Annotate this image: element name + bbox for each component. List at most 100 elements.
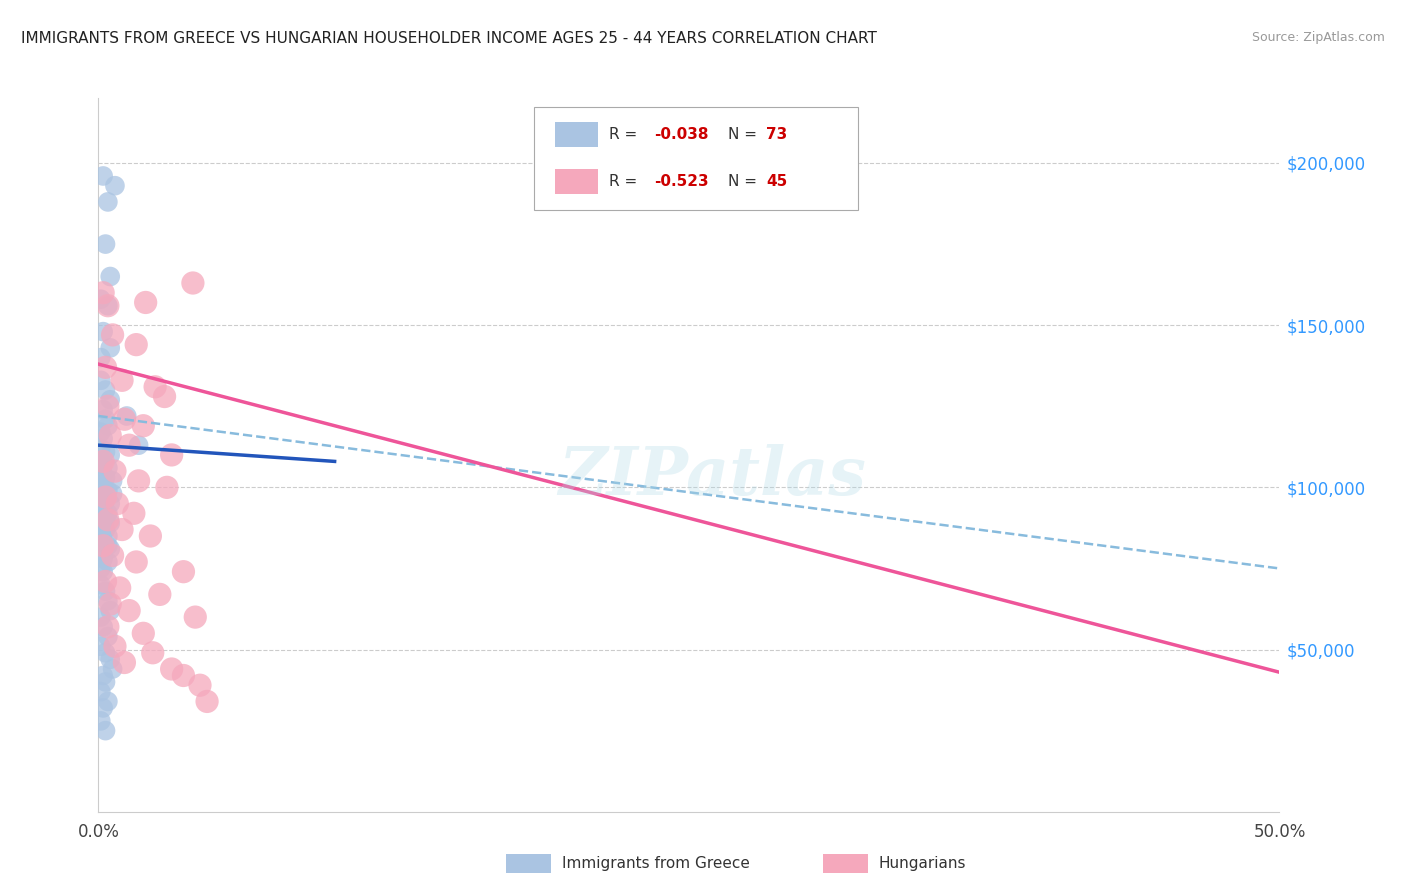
Point <box>90 684 112 698</box>
Point <box>90 442 112 456</box>
Point <box>104 464 127 478</box>
Point <box>94 237 117 252</box>
Point <box>98 604 121 618</box>
Text: 73: 73 <box>766 128 787 142</box>
Point <box>101 474 124 488</box>
Point <box>94 723 117 738</box>
Text: -0.523: -0.523 <box>654 175 709 189</box>
Point <box>153 390 176 404</box>
Point <box>118 604 141 618</box>
Point <box>91 467 114 482</box>
Point <box>90 561 112 575</box>
Point <box>90 610 112 624</box>
Point <box>111 523 134 537</box>
Point <box>97 594 120 608</box>
Point <box>90 549 112 563</box>
Point <box>125 555 148 569</box>
Point <box>139 529 162 543</box>
Text: 45: 45 <box>766 175 787 189</box>
Point <box>172 565 194 579</box>
Point <box>90 490 112 504</box>
Point <box>97 630 120 644</box>
Point <box>91 701 114 715</box>
Point <box>90 714 112 728</box>
Point <box>118 438 141 452</box>
Point <box>94 412 117 426</box>
Point <box>90 640 112 654</box>
Point <box>90 425 112 440</box>
Text: Immigrants from Greece: Immigrants from Greece <box>562 856 751 871</box>
Point <box>97 299 120 313</box>
Point <box>181 276 204 290</box>
Point <box>94 493 117 508</box>
Point <box>90 519 112 533</box>
Point <box>97 461 120 475</box>
Point <box>94 383 117 397</box>
Point <box>90 351 112 365</box>
Point <box>112 412 135 426</box>
Point <box>97 555 120 569</box>
Point <box>125 337 148 351</box>
Point <box>104 178 127 193</box>
Point <box>97 513 120 527</box>
Point <box>90 292 112 306</box>
Point <box>149 587 172 601</box>
Point <box>98 652 121 666</box>
Text: -0.038: -0.038 <box>654 128 709 142</box>
Point <box>91 285 114 300</box>
Point <box>98 497 121 511</box>
Point <box>97 529 120 543</box>
Point <box>97 483 120 498</box>
Point <box>91 539 114 553</box>
Point <box>132 626 155 640</box>
Point <box>97 194 120 209</box>
Point <box>91 503 114 517</box>
Point <box>97 694 120 708</box>
Point <box>91 454 114 468</box>
Point <box>97 620 120 634</box>
Point <box>91 668 114 682</box>
Point <box>195 694 218 708</box>
Point <box>184 610 207 624</box>
Point <box>111 373 134 387</box>
Point <box>98 597 121 611</box>
Point <box>101 327 124 342</box>
Point <box>91 325 114 339</box>
Point <box>98 341 121 355</box>
Point <box>128 474 150 488</box>
Point <box>108 581 131 595</box>
Point <box>160 662 183 676</box>
Point <box>90 500 112 514</box>
Point <box>90 533 112 547</box>
Point <box>91 402 114 417</box>
Point <box>91 458 114 472</box>
Point <box>98 392 121 407</box>
Point <box>143 380 166 394</box>
Point <box>90 509 112 524</box>
Point <box>135 295 157 310</box>
Point <box>115 409 138 423</box>
Point <box>97 506 120 520</box>
Point <box>101 549 124 563</box>
Point <box>90 454 112 468</box>
Point <box>91 480 114 494</box>
Point <box>94 523 117 537</box>
Point <box>91 169 114 183</box>
Point <box>94 360 117 375</box>
Point <box>132 418 155 433</box>
Point <box>97 418 120 433</box>
Text: R =: R = <box>609 128 643 142</box>
Point <box>104 640 127 654</box>
Point <box>91 535 114 549</box>
Text: N =: N = <box>728 175 762 189</box>
Point <box>94 490 117 504</box>
Point <box>105 497 128 511</box>
Text: R =: R = <box>609 175 643 189</box>
Point <box>98 428 121 442</box>
Point <box>94 584 117 599</box>
Point <box>128 438 150 452</box>
Point <box>94 444 117 458</box>
Point <box>94 470 117 484</box>
Point <box>172 668 194 682</box>
Point <box>188 678 211 692</box>
